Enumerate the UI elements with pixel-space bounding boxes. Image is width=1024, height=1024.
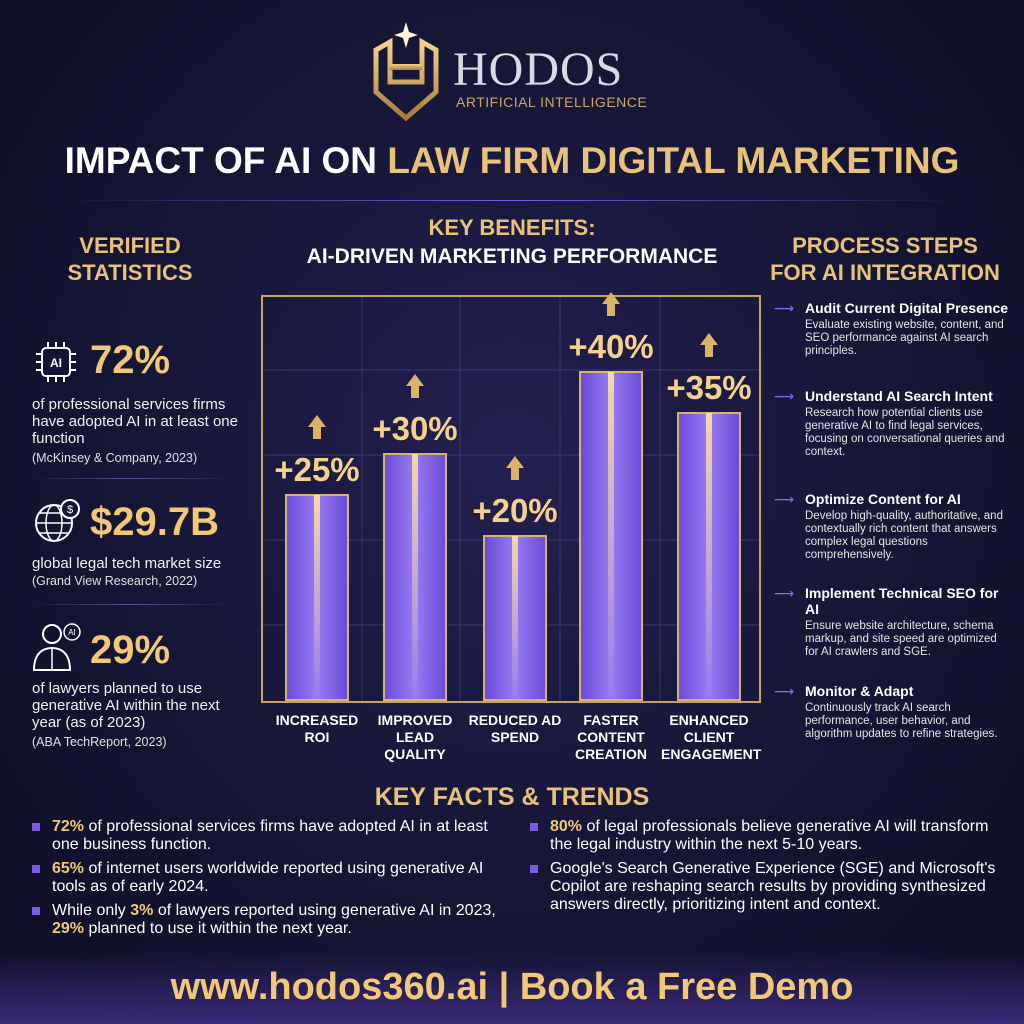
step-text: Ensure website architecture, schema mark… (805, 620, 997, 658)
step-title: Optimize Content for AI (805, 491, 961, 507)
process-step: ⟶ Optimize Content for AI Develop high-qua… (774, 491, 1009, 562)
fact-text: 3% (130, 902, 154, 919)
facts-column: 80% of legal professionals believe gener… (528, 818, 998, 920)
title-part: LAW FIRM DIGITAL MARKETING (387, 140, 960, 181)
fact: Google's Search Generative Experience (S… (528, 860, 998, 914)
bar-glow (512, 536, 518, 700)
step-text: Develop high-quality, authoritative, and… (805, 510, 1003, 561)
fact-text: of legal professionals believe generativ… (550, 818, 989, 853)
fact-text: While only (52, 902, 131, 919)
stats-heading: VERIFIED STATISTICS (67, 233, 193, 285)
fact-text: planned to use it within the next year. (84, 920, 352, 937)
chart-title: KEY BENEFITS: (428, 215, 596, 240)
fact-text: Google's Search Generative Experience (S… (550, 860, 996, 913)
logo-tagline: ARTIFICIAL INTELLIGENCE (456, 94, 648, 110)
step-title: Audit Current Digital Presence (805, 300, 1009, 316)
divider (60, 200, 964, 201)
divider (30, 478, 230, 479)
fact-text: of lawyers reported using generative AI … (153, 902, 496, 919)
bar-glow (608, 372, 614, 700)
logo-shield (373, 22, 439, 122)
icon-chip: AI (36, 342, 76, 382)
up-arrow (308, 415, 326, 439)
stat-source: (ABA TechReport, 2023) (32, 735, 167, 749)
title-part: IMPACT OF AI ON (64, 140, 378, 181)
svg-text:AI: AI (68, 628, 76, 637)
process-step: ⟶ Audit Current Digital Presence Evaluate … (774, 300, 1009, 358)
up-arrow (406, 374, 424, 398)
stat-text: of professional services firms have adop… (32, 396, 238, 447)
stat-text: global legal tech market size (32, 555, 222, 572)
fact-text: 72% (52, 818, 85, 835)
fact-text: of internet users worldwide reported usi… (52, 860, 484, 895)
category-label: FASTER CONTENT CREATION (574, 712, 648, 762)
value-label: +25% (274, 451, 359, 488)
page-title: IMPACT OF AI ON LAW FIRM DIGITAL MARKETI… (0, 140, 1024, 182)
stat-source: (McKinsey & Company, 2023) (32, 451, 198, 465)
step-text: Evaluate existing website, content, and … (805, 319, 1004, 357)
fact-text: of professional services firms have adop… (52, 818, 488, 853)
fact: 72% of professional services firms have … (30, 818, 510, 854)
fact: 65% of internet users worldwide reported… (30, 860, 510, 896)
chart-subtitle: AI-DRIVEN MARKETING PERFORMANCE (306, 245, 718, 268)
process-step: ⟶ Monitor & Adapt Continuously track AI se… (774, 683, 1009, 741)
process-heading: PROCESS STEPS FOR AI INTEGRATION (770, 233, 1000, 285)
step-arrow: ⟶ (774, 300, 795, 316)
step-arrow: ⟶ (774, 388, 795, 404)
divider (30, 604, 230, 605)
up-arrow (602, 292, 620, 316)
fact-text: 65% (52, 860, 85, 877)
step-arrow: ⟶ (774, 585, 795, 601)
stat-text: of lawyers planned to use generative AI … (32, 680, 220, 731)
step-title: Implement Technical SEO for AI (805, 585, 999, 617)
step-text: Research how potential clients use gener… (805, 407, 1005, 458)
chart: +25% +30% +20% +40% +35% (261, 292, 761, 703)
up-arrow (506, 456, 524, 480)
process-step: ⟶ Implement Technical SEO for AI Ensure we… (774, 585, 1009, 659)
footer-cta[interactable]: www.hodos360.ai | Book a Free Demo (170, 966, 854, 1008)
fact: 80% of legal professionals believe gener… (528, 818, 998, 854)
category-label: IMPROVED LEAD QUALITY (377, 712, 453, 762)
footer-band (0, 950, 1024, 1024)
icon-lawyer: AI (32, 623, 81, 671)
logo-name: HODOS (453, 43, 624, 96)
bar-glow (314, 495, 320, 700)
step-title: Monitor & Adapt (805, 683, 914, 699)
bar-glow (706, 413, 712, 700)
fact-text: 29% (52, 920, 85, 937)
facts-column: 72% of professional services firms have … (30, 818, 510, 944)
stat-value: $29.7B (90, 500, 219, 544)
category-label: INCREASED ROI (275, 712, 359, 745)
icon-globe: $ (35, 499, 80, 542)
process-step: ⟶ Understand AI Search Intent Research how… (774, 388, 1009, 459)
up-arrow (700, 333, 718, 357)
fact-text: 80% (550, 818, 583, 835)
step-arrow: ⟶ (774, 491, 795, 507)
fact: While only 3% of lawyers reported using … (30, 902, 510, 938)
category-label: REDUCED AD SPEND (468, 712, 562, 745)
step-arrow: ⟶ (774, 683, 795, 699)
bar-glow (412, 454, 418, 700)
value-label: +40% (568, 328, 653, 365)
stat-value: 72% (90, 338, 171, 382)
svg-text:AI: AI (50, 356, 62, 370)
stat-source: (Grand View Research, 2022) (32, 574, 198, 588)
facts-title: KEY FACTS & TRENDS (374, 783, 650, 811)
svg-text:$: $ (67, 504, 73, 516)
step-text: Continuously track AI search performance… (805, 702, 998, 740)
value-label: +30% (372, 410, 457, 447)
chart-frame (261, 295, 761, 703)
stat-value: 29% (90, 628, 171, 672)
step-title: Understand AI Search Intent (805, 388, 993, 404)
value-label: +20% (472, 492, 557, 529)
category-label: ENHANCED CLIENT ENGAGEMENT (661, 712, 762, 762)
value-label: +35% (666, 369, 751, 406)
